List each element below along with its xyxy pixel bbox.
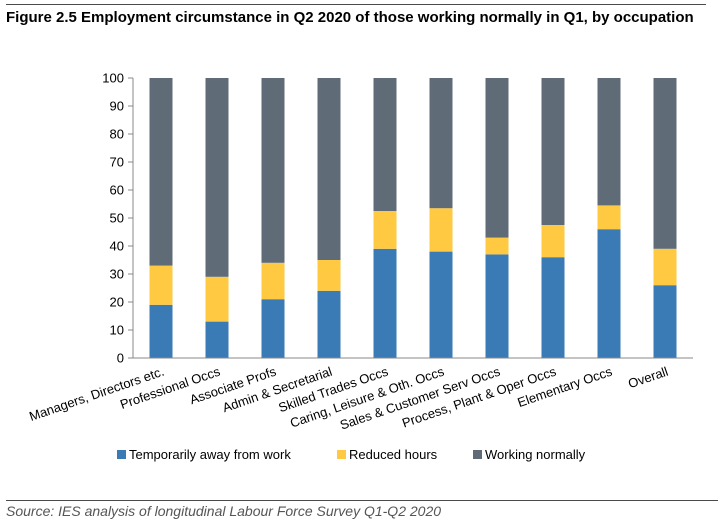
bar-segment — [149, 78, 173, 266]
x-category-label: Overall — [626, 364, 670, 392]
bar-segment — [205, 321, 229, 358]
y-tick-label: 90 — [110, 99, 124, 114]
y-tick-label: 100 — [102, 71, 124, 86]
bar-segment — [149, 304, 173, 358]
y-tick-label: 10 — [110, 323, 124, 338]
bar-segment — [653, 78, 677, 249]
legend-label: Temporarily away from work — [129, 447, 291, 462]
bar-segment — [485, 254, 509, 358]
bar-segment — [541, 257, 565, 358]
y-tick-label: 80 — [110, 127, 124, 142]
bar-segment — [261, 262, 285, 300]
chart-title: Figure 2.5 Employment circumstance in Q2… — [6, 4, 706, 27]
bar-segment — [597, 229, 621, 358]
y-tick-label: 20 — [110, 295, 124, 310]
bar-segment — [429, 208, 453, 252]
y-tick-label: 0 — [117, 351, 124, 366]
bar-segment — [261, 78, 285, 263]
bar-segment — [485, 78, 509, 238]
bar-segment — [541, 225, 565, 258]
bar-segment — [597, 78, 621, 206]
y-tick-label: 40 — [110, 239, 124, 254]
bar-segment — [653, 248, 677, 286]
bar-segment — [261, 299, 285, 358]
y-tick-label: 70 — [110, 155, 124, 170]
legend: Temporarily away from work Reduced hours W… — [117, 447, 586, 462]
bar-segment — [317, 78, 341, 260]
bar-segment — [317, 260, 341, 291]
bar-segment — [485, 237, 509, 255]
bar-segment — [317, 290, 341, 358]
y-tick-label: 50 — [110, 211, 124, 226]
bar-segment — [373, 78, 397, 211]
legend-swatch — [473, 450, 482, 459]
legend-swatch — [337, 450, 346, 459]
bar-segment — [653, 285, 677, 358]
bar-segment — [429, 251, 453, 358]
y-tick-label: 30 — [110, 267, 124, 282]
bars-group — [149, 78, 677, 358]
legend-label: Working normally — [485, 447, 586, 462]
bar-segment — [373, 248, 397, 358]
bar-segment — [597, 205, 621, 230]
bar-segment — [373, 211, 397, 249]
y-axis: 0 10 20 30 40 50 60 70 80 90 100 — [102, 71, 134, 366]
bar-segment — [149, 265, 173, 305]
bar-segment — [429, 78, 453, 209]
bar-segment — [205, 78, 229, 277]
bar-segment — [541, 78, 565, 225]
legend-label: Reduced hours — [349, 447, 438, 462]
x-axis: Managers, Directors etc.Professional Occ… — [27, 357, 693, 433]
source-note: Source: IES analysis of longitudinal Lab… — [6, 500, 718, 519]
bar-segment — [205, 276, 229, 322]
y-tick-label: 60 — [110, 183, 124, 198]
legend-swatch — [117, 450, 126, 459]
